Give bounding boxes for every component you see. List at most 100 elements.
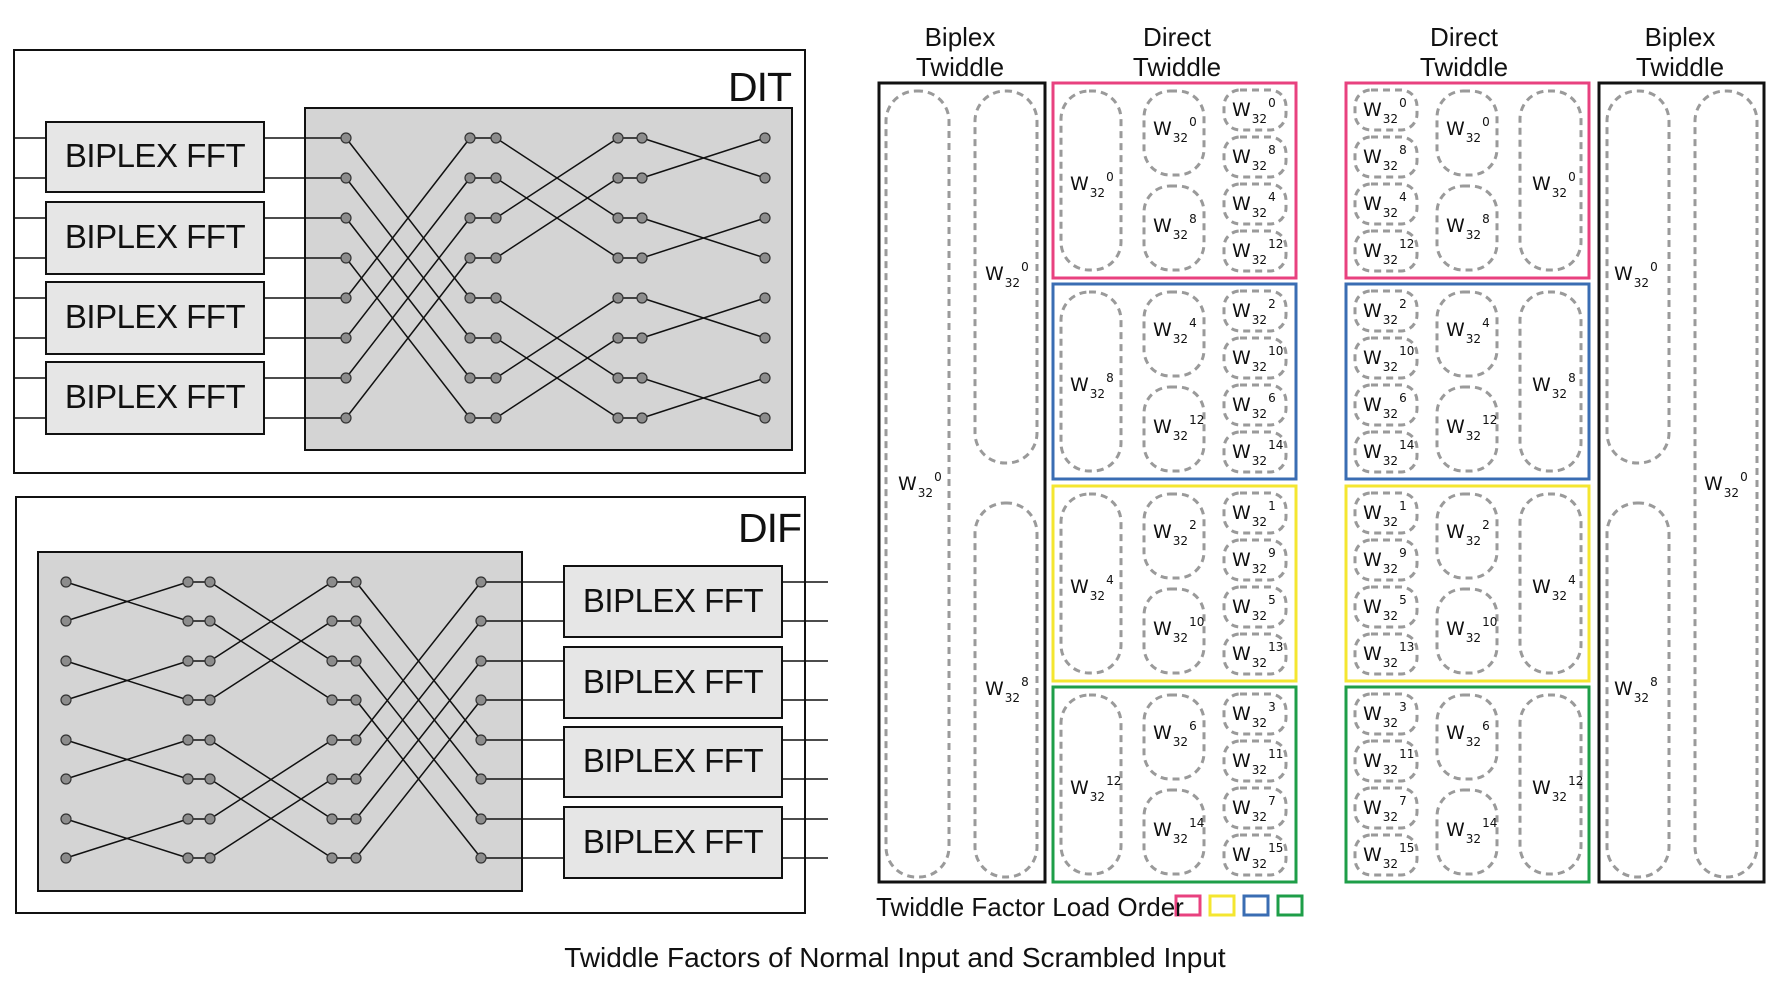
dit-butterfly-wire: [495, 137, 619, 219]
normal-direct-col3-slot: [1222, 692, 1288, 736]
normal-direct-col3-twiddle: W3214: [1232, 438, 1284, 468]
normal-biplex-inner-twiddle: W328: [985, 675, 1029, 705]
scrambled-direct-col1-slot: [1353, 229, 1419, 273]
normal-direct-col3-slot: [1222, 491, 1288, 535]
normal-biplex-header: Biplex Twiddle: [915, 22, 1005, 82]
dif-node: [204, 576, 216, 588]
dif-butterfly-wire: [355, 620, 482, 780]
scrambled-direct-col1-slot: [1353, 692, 1419, 736]
dit-butterfly-wire: [345, 137, 471, 299]
dit-node: [636, 292, 648, 304]
normal-biplex-outer-twiddle: W320: [898, 470, 942, 500]
dit-node: [759, 172, 771, 184]
scrambled-direct-col2-slot: [1435, 492, 1499, 580]
dit-node: [340, 292, 352, 304]
normal-direct-col3-slot: [1222, 786, 1288, 830]
dif-butterfly-wire: [65, 739, 189, 780]
dif-node: [204, 694, 216, 706]
dit-butterfly-wire: [641, 297, 766, 339]
normal-direct-col1-slot: [1059, 89, 1123, 272]
normal-direct-col1-twiddle: W328: [1070, 371, 1114, 401]
normal-direct-col2-slot: [1142, 587, 1206, 675]
dit-node: [490, 332, 502, 344]
dif-butterfly-wire: [355, 699, 482, 859]
scrambled-direct-col1-twiddle: W3211: [1363, 747, 1415, 777]
scrambled-biplex-inner-twiddle: W328: [1614, 675, 1658, 705]
normal-direct-col3-slot: [1222, 135, 1288, 179]
dif-node: [475, 576, 487, 588]
scrambled-direct-col1-slot: [1353, 538, 1419, 582]
scrambled-direct-col1-twiddle: W327: [1363, 794, 1407, 824]
scrambled-direct-header: Direct Twiddle: [1419, 22, 1509, 82]
dit-node: [612, 412, 624, 424]
normal-group-frame: [1051, 81, 1298, 280]
normal-direct-col3-slot: [1222, 538, 1288, 582]
dif-butterfly-wire: [209, 778, 333, 859]
normal-direct-col3-slot: [1222, 336, 1288, 380]
scrambled-direct-col1-twiddle: W3213: [1363, 640, 1415, 670]
scrambled-direct-col1-slot: [1353, 491, 1419, 535]
dif-butterfly-wire: [65, 581, 189, 622]
dit-biplex-label: BIPLEX FFT: [64, 137, 246, 174]
normal-direct-col3-slot: [1222, 739, 1288, 783]
normal-direct-col2-slot: [1142, 385, 1206, 473]
dif-biplex-block: [563, 565, 783, 638]
legend-swatch: [1174, 894, 1202, 917]
normal-direct-col2-slot: [1142, 693, 1206, 781]
normal-direct-col3-twiddle: W320: [1232, 96, 1276, 126]
scrambled-direct-col2-twiddle: W322: [1446, 518, 1490, 548]
dif-butterfly-wire: [355, 581, 482, 741]
normal-direct-col3-slot: [1222, 632, 1288, 676]
scrambled-direct-col2-slot: [1435, 184, 1499, 272]
normal-direct-col3-slot: [1222, 585, 1288, 629]
dit-node: [636, 412, 648, 424]
dif-node: [204, 773, 216, 785]
dif-node: [350, 773, 362, 785]
dif-frame: [15, 496, 806, 914]
scrambled-biplex-header: Biplex Twiddle: [1635, 22, 1725, 82]
dif-node: [60, 813, 72, 825]
normal-direct-col2-twiddle: W324: [1153, 316, 1197, 346]
normal-direct-header: Direct Twiddle: [1132, 22, 1222, 82]
dif-butterfly-wire: [355, 660, 482, 820]
dif-node: [350, 694, 362, 706]
dit-node: [464, 212, 476, 224]
dif-biplex-label: BIPLEX FFT: [582, 742, 764, 779]
scrambled-direct-col1-slot: [1353, 336, 1419, 380]
scrambled-direct-col2-twiddle: W326: [1446, 719, 1490, 749]
dif-node: [350, 655, 362, 667]
scrambled-direct-col1-twiddle: W323: [1363, 700, 1407, 730]
dit-node: [340, 252, 352, 264]
dit-frame: [13, 49, 806, 474]
scrambled-direct-col1-twiddle: W3215: [1363, 841, 1415, 871]
dif-node: [326, 773, 338, 785]
dif-biplex-label: BIPLEX FFT: [582, 662, 764, 700]
dif-node: [60, 576, 72, 588]
scrambled-direct-col3-slot: [1518, 693, 1583, 876]
dit-node: [464, 172, 476, 184]
dit-node: [636, 132, 648, 144]
dit-node: [612, 292, 624, 304]
scrambled-biplex-inner-slot: [1605, 501, 1671, 879]
dif-title: DIF: [738, 505, 802, 551]
dif-node: [182, 576, 194, 588]
dit-node: [490, 212, 502, 224]
dit-node: [612, 332, 624, 344]
scrambled-direct-col2-slot: [1435, 290, 1499, 378]
dit-node: [464, 132, 476, 144]
dit-node: [490, 372, 502, 384]
dit-node: [636, 172, 648, 184]
scrambled-direct-col1-slot: [1353, 383, 1419, 427]
normal-direct-col2-slot: [1142, 184, 1206, 272]
dit-node: [464, 372, 476, 384]
dif-node: [60, 694, 72, 706]
normal-direct-col2-twiddle: W3214: [1153, 816, 1205, 846]
dif-node: [475, 655, 487, 667]
scrambled-direct-col1-twiddle: W324: [1363, 190, 1407, 220]
normal-direct-col3-twiddle: W3212: [1232, 237, 1284, 267]
dit-node: [490, 172, 502, 184]
normal-direct-col3-twiddle: W3213: [1232, 640, 1284, 670]
dif-node: [204, 813, 216, 825]
dif-butterfly-wire: [209, 620, 333, 701]
